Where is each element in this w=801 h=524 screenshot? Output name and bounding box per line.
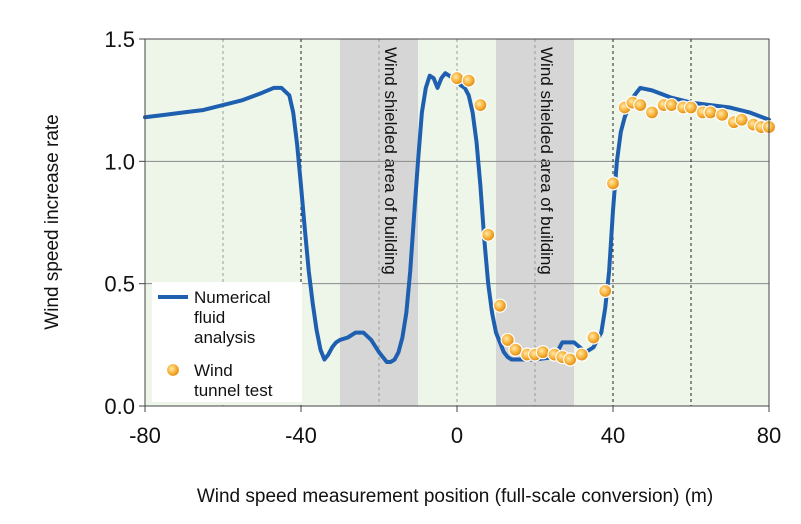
series-point	[481, 227, 496, 242]
series-point	[473, 97, 488, 113]
x-tick-label-0: -80	[129, 423, 161, 448]
x-tick-label-3: 40	[601, 423, 625, 448]
series-line-1	[143, 71, 771, 364]
series-point	[598, 283, 613, 299]
legend: Numerical fluid analysis Wind tunnel test	[152, 282, 302, 402]
legend-label-wind-tunnel: Wind tunnel test	[194, 361, 273, 400]
x-tick-label-4: 80	[757, 423, 781, 448]
series-point	[508, 342, 523, 357]
reference-lines	[222, 39, 692, 406]
series-point	[703, 105, 718, 120]
series-point	[562, 352, 578, 367]
series-point	[605, 176, 621, 191]
legend-marker-swatch	[165, 362, 181, 378]
series-point	[461, 73, 476, 88]
y-tick-label-2: 1.0	[104, 149, 135, 174]
series-point	[586, 330, 601, 345]
y-tick-label-3: 1.5	[104, 27, 135, 52]
y-axis-title: Wind speed increase rate	[42, 114, 63, 329]
series-point	[449, 71, 465, 86]
series-point	[644, 105, 660, 120]
series-point	[683, 100, 699, 115]
series-point	[734, 112, 749, 127]
axis-ticks: -80 -40 0 40 80 0.0 0.5 1.0 1.5	[104, 27, 781, 448]
series-point	[500, 332, 515, 348]
series-point	[664, 97, 679, 113]
series-point	[715, 107, 730, 122]
series-point	[633, 97, 648, 113]
series-point	[535, 345, 550, 360]
legend-label-numerical: Numerical fluid analysis	[194, 288, 271, 347]
x-tick-label-2: 0	[451, 423, 463, 448]
y-tick-label-1: 0.5	[104, 272, 135, 297]
x-tick-label-1: -40	[285, 423, 317, 448]
series-layer	[143, 71, 777, 367]
legend-box	[152, 282, 302, 402]
series-point	[574, 347, 589, 362]
x-axis-title: Wind speed measurement position (full-sc…	[197, 486, 713, 507]
series-point	[492, 298, 507, 313]
y-tick-label-0: 0.0	[104, 394, 135, 419]
